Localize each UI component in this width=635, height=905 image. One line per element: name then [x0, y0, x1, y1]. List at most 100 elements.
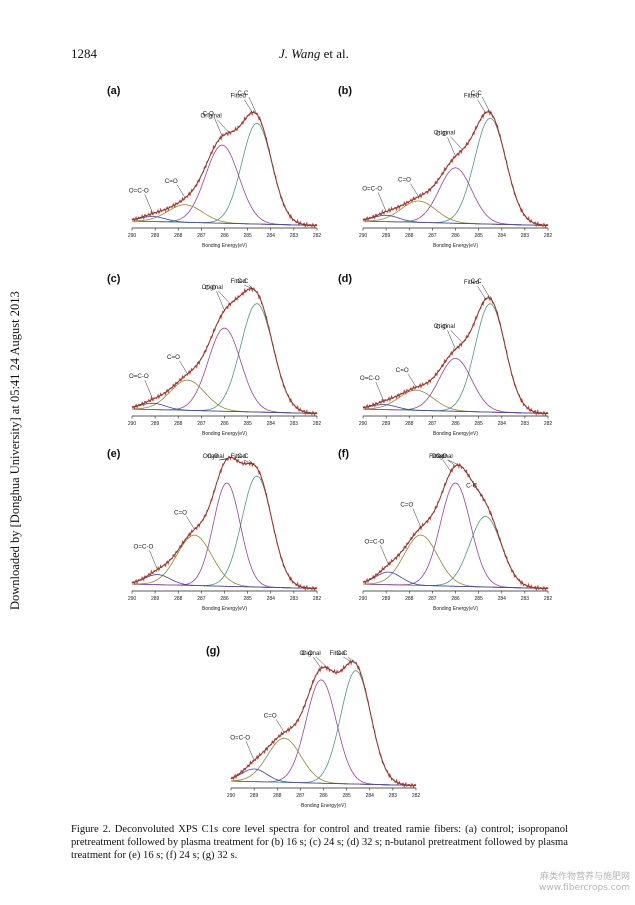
x-tick-label: 287 — [197, 596, 206, 602]
download-notice: Downloaded by [Donghua University] at 05… — [8, 291, 22, 610]
leader-line — [244, 459, 253, 465]
leader-line — [450, 329, 463, 344]
leader-line — [312, 656, 322, 669]
x-tick-label: 289 — [250, 793, 259, 799]
leader-line — [149, 550, 158, 570]
page-number: 1284 — [71, 46, 97, 61]
x-tick-label: 285 — [243, 233, 252, 239]
x-tick-label: 286 — [319, 793, 328, 799]
x-tick-label: 286 — [220, 421, 229, 427]
peak-label: C-O — [207, 453, 219, 460]
x-tick-label: 285 — [243, 421, 252, 427]
x-tick-label: 288 — [174, 596, 183, 602]
x-tick-label: 286 — [451, 233, 460, 239]
watermark-line-2: www.fibercrops.com — [539, 883, 630, 893]
x-axis-label: Bonding Energy(eV) — [433, 431, 478, 437]
x-tick-label: 290 — [128, 596, 137, 602]
peak-label: C-O — [436, 130, 448, 137]
peak-label: Fitted — [464, 279, 480, 286]
x-tick-label: 284 — [498, 596, 507, 602]
series-fitted — [362, 464, 549, 589]
series-c-o — [132, 327, 317, 414]
x-tick-label: 290 — [359, 233, 368, 239]
x-tick-label: 286 — [451, 596, 460, 602]
series-original — [362, 462, 549, 592]
x-tick-label: 285 — [474, 596, 483, 602]
x-tick-label: 287 — [197, 421, 206, 427]
leader-line — [176, 184, 186, 199]
x-tick-label: 285 — [342, 793, 351, 799]
x-tick-label: 282 — [412, 793, 421, 799]
xps-chart-g: (g) 290 289 288 287 286 285 284 283 282 Bonding En… — [206, 645, 421, 809]
leader-line — [410, 183, 419, 197]
running-head: J. Wang et al. — [279, 46, 349, 62]
peak-label: C=O — [398, 177, 411, 184]
panel-label: (b) — [338, 85, 352, 97]
peak-label: Fitted — [231, 92, 247, 99]
x-axis-label: Bonding Energy(eV) — [433, 243, 478, 249]
x-tick-label: 289 — [382, 596, 391, 602]
series-original — [131, 455, 318, 592]
peak-label: O=C-O — [360, 375, 380, 382]
leader-line — [442, 459, 452, 472]
peak-label: Original — [434, 130, 455, 137]
x-axis-label: Bonding Energy(eV) — [301, 803, 346, 809]
leader-line — [275, 719, 285, 733]
leader-line — [407, 374, 417, 388]
x-tick-label: 287 — [428, 596, 437, 602]
x-tick-label: 288 — [405, 233, 414, 239]
x-tick-label: 289 — [382, 421, 391, 427]
panel-label: (f) — [338, 448, 349, 460]
series-original — [230, 659, 417, 789]
peak-label: Fitted — [464, 93, 480, 100]
series-original — [131, 110, 318, 229]
peak-label: O=C-O — [362, 186, 382, 193]
x-tick-label: 290 — [128, 421, 137, 427]
panel-label: (e) — [107, 448, 121, 460]
leader-line — [447, 330, 456, 350]
panel-c: (c) 290 289 288 287 286 285 284 283 282 Bonding En… — [107, 268, 337, 453]
peak-label: C-O — [436, 323, 448, 330]
x-tick-label: 283 — [521, 421, 530, 427]
peak-label: Original — [434, 323, 455, 330]
peak-label: C-C — [471, 90, 483, 97]
peak-label: C=O — [174, 509, 187, 516]
panel-e: (e) 290 289 288 287 286 285 284 283 282 Bonding En… — [107, 443, 337, 628]
x-tick-label: 287 — [428, 421, 437, 427]
leader-line — [347, 656, 357, 664]
x-tick-label: 290 — [359, 421, 368, 427]
leader-line — [144, 380, 154, 400]
leader-line — [213, 117, 223, 137]
leader-line — [375, 381, 385, 402]
x-tick-label: 283 — [521, 596, 530, 602]
x-tick-label: 289 — [151, 596, 160, 602]
series-oeq-c-o — [131, 402, 317, 414]
watermark: 麻类作物营养与施肥网 www.fibercrops.com — [510, 872, 630, 894]
series-oeq-c-o — [362, 214, 548, 226]
leader-line — [218, 290, 231, 305]
x-tick-label: 284 — [267, 596, 276, 602]
peak-label: Original — [431, 453, 452, 460]
x-tick-label: 282 — [544, 596, 553, 602]
leader-line — [448, 459, 461, 466]
x-tick-label: 287 — [428, 233, 437, 239]
leader-line — [186, 516, 195, 530]
x-axis-label: Bonding Energy(eV) — [202, 243, 247, 249]
x-tick-label: 282 — [544, 233, 553, 239]
x-tick-label: 287 — [296, 793, 305, 799]
peak-label: O=C-O — [129, 187, 149, 194]
xps-chart-b: (b) 290 289 288 287 286 285 284 283 282 Bonding En… — [338, 85, 553, 249]
leader-line — [447, 137, 456, 157]
x-tick-label: 288 — [405, 421, 414, 427]
panel-label: (g) — [206, 645, 220, 657]
x-axis-label: Bonding Energy(eV) — [433, 606, 478, 612]
peak-label: C=O — [396, 367, 409, 374]
peak-label: C=O — [264, 712, 277, 719]
x-tick-label: 289 — [382, 233, 391, 239]
x-tick-label: 283 — [389, 793, 398, 799]
x-tick-label: 283 — [290, 233, 299, 239]
leader-line — [216, 291, 225, 311]
series-fitted — [362, 297, 548, 414]
x-tick-label: 282 — [313, 596, 322, 602]
series-ceq-o — [132, 534, 317, 589]
